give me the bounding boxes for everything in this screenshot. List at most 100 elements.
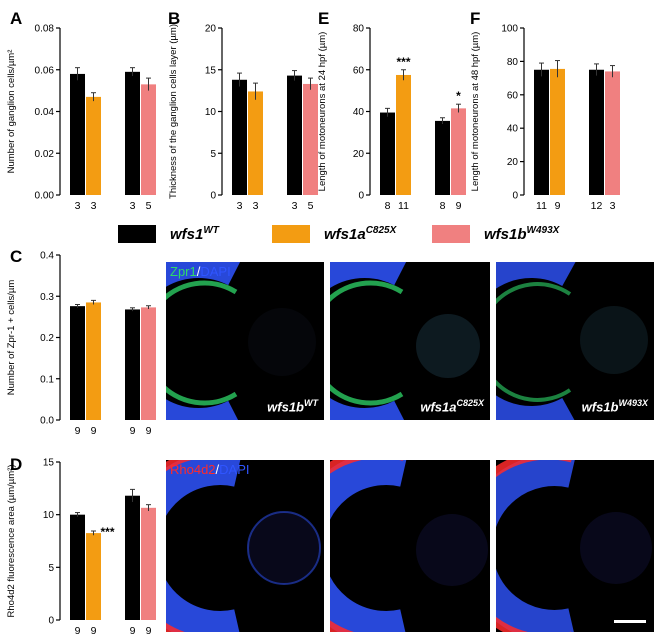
- bar-E-2: [435, 120, 450, 195]
- legend-swatch-b: [432, 225, 470, 243]
- legend-swatch-a: [272, 225, 310, 243]
- n-label-B-0: 3: [237, 200, 243, 212]
- bar-C-3: [141, 307, 156, 420]
- legend-swatch-wt: [118, 225, 156, 243]
- y-tick-label-B: 5: [210, 149, 216, 160]
- y-tick-label-E: 20: [353, 149, 365, 160]
- y-tick-label-B: 20: [205, 24, 217, 35]
- ylabel-C: Number of Zpr-1 + cells/µm: [6, 280, 17, 396]
- y-tick-label-F: 100: [501, 24, 518, 35]
- n-label-B-3: 5: [308, 200, 314, 212]
- y-tick-label-C: 0.0: [40, 416, 54, 427]
- bar-F-0: [534, 69, 549, 195]
- y-tick-label-D: 0: [48, 616, 54, 627]
- micrograph-zpr1-wt: Zpr1/DAPI wfs1bWT: [166, 262, 324, 420]
- zpr1-stain-label: Zpr1/DAPI: [170, 264, 231, 279]
- bar-F-3: [605, 71, 620, 195]
- chart-C: C Number of Zpr-1 + cells/µm 0.0 0.1 0.2 0.3 0…: [6, 247, 156, 437]
- n-label-C-0: 9: [75, 425, 81, 437]
- y-tick-label-F: 40: [507, 124, 519, 135]
- ylabel-B: Thickness of the ganglion cells layer (µ…: [168, 24, 179, 199]
- micrograph-rho-b: [496, 460, 654, 632]
- bar-E-0: [380, 112, 395, 195]
- n-label-B-2: 3: [292, 200, 298, 212]
- n-label-E-1: 11: [398, 200, 409, 212]
- n-label-D-2: 9: [130, 625, 136, 637]
- bar-D-0: [70, 514, 85, 620]
- y-tick-label-E: 60: [353, 65, 365, 76]
- legend-label-a: wfs1aC825X: [324, 225, 397, 243]
- n-label-A-2: 3: [130, 200, 136, 212]
- chart-F: F Length of motoneurons at 48 hpf (µm) 0 20…: [470, 9, 620, 212]
- n-label-C-2: 9: [130, 425, 136, 437]
- ylabel-F: Length of motoneurons at 48 hpf (µm): [470, 32, 481, 192]
- y-tick-label-D: 5: [48, 563, 54, 574]
- n-label-C-3: 9: [146, 425, 152, 437]
- bar-D-2: [125, 495, 140, 620]
- y-tick-label-E: 0: [358, 191, 364, 202]
- n-label-C-1: 9: [91, 425, 97, 437]
- y-tick-label-D: 15: [43, 458, 55, 469]
- n-label-F-1: 9: [555, 200, 561, 212]
- bar-A-0: [70, 73, 85, 195]
- y-tick-label-F: 80: [507, 57, 519, 68]
- y-tick-label-A: 0.00: [35, 191, 55, 202]
- genotype-label-b: wfs1bW493X: [581, 397, 648, 414]
- ylabel-A: Number of ganglion cells/µm²: [6, 50, 17, 174]
- legend-label-wt: wfs1WT: [170, 225, 219, 243]
- sig-label-D-1: ***: [100, 525, 114, 539]
- bar-B-2: [287, 75, 302, 195]
- y-tick-label-C: 0.4: [40, 251, 54, 262]
- micrograph-zpr1-a: wfs1aC825X: [330, 262, 490, 420]
- panel-letter-C: C: [10, 247, 22, 266]
- y-tick-label-E: 40: [353, 107, 365, 118]
- legend-item-wt: wfs1WT: [118, 225, 219, 243]
- n-label-A-1: 3: [91, 200, 97, 212]
- chart-A: A Number of ganglion cells/µm² 0.00 0.02 0.0…: [6, 9, 156, 212]
- rho-stain-label: Rho4d2/DAPI: [170, 462, 250, 477]
- bar-C-1: [86, 302, 101, 420]
- y-tick-label-C: 0.2: [40, 333, 54, 344]
- y-tick-label-B: 0: [210, 191, 216, 202]
- y-tick-label-A: 0.02: [35, 149, 55, 160]
- bar-D-3: [141, 507, 156, 620]
- bar-A-1: [86, 96, 101, 195]
- n-label-E-3: 9: [456, 200, 462, 212]
- bar-C-0: [70, 306, 85, 420]
- chart-E: E Length of motoneurons at 24 hpf (µm) 0 20…: [317, 9, 466, 212]
- bar-A-3: [141, 84, 156, 195]
- bar-C-2: [125, 309, 140, 420]
- y-tick-label-F: 60: [507, 90, 519, 101]
- n-label-E-2: 8: [440, 200, 446, 212]
- y-tick-label-C: 0.3: [40, 292, 54, 303]
- n-label-A-0: 3: [75, 200, 81, 212]
- ylabel-E: Length of motoneurons at 24 hpf (µm): [317, 32, 328, 192]
- legend-item-b: wfs1bW493X: [432, 225, 559, 243]
- y-tick-label-E: 80: [353, 24, 365, 35]
- n-label-D-0: 9: [75, 625, 81, 637]
- n-label-D-3: 9: [146, 625, 152, 637]
- micrograph-rho-a: [330, 460, 490, 632]
- genotype-label-a: wfs1aC825X: [420, 397, 484, 414]
- y-tick-label-C: 0.1: [40, 374, 54, 385]
- y-tick-label-B: 10: [205, 107, 217, 118]
- bar-B-0: [232, 79, 247, 195]
- micrograph-zpr1-b: wfs1bW493X: [496, 262, 654, 420]
- sig-label-E-1: ***: [396, 55, 410, 69]
- panel-letter-E: E: [318, 9, 329, 28]
- genotype-label-wt: wfs1bWT: [267, 397, 318, 414]
- y-tick-label-B: 15: [205, 65, 217, 76]
- micrograph-rho-wt: Rho4d2/DAPI: [166, 460, 324, 632]
- scale-bar: [614, 620, 646, 623]
- bar-E-3: [451, 108, 466, 195]
- ylabel-D: Rho4d2 fluorescence area (µm/µm²): [6, 465, 17, 618]
- panel-letter-A: A: [10, 9, 22, 28]
- n-label-A-3: 5: [146, 200, 152, 212]
- y-tick-label-A: 0.08: [35, 24, 55, 35]
- n-label-F-2: 12: [591, 200, 603, 212]
- bar-E-1: [396, 74, 411, 195]
- y-tick-label-D: 10: [43, 510, 55, 521]
- n-label-F-0: 11: [536, 200, 547, 212]
